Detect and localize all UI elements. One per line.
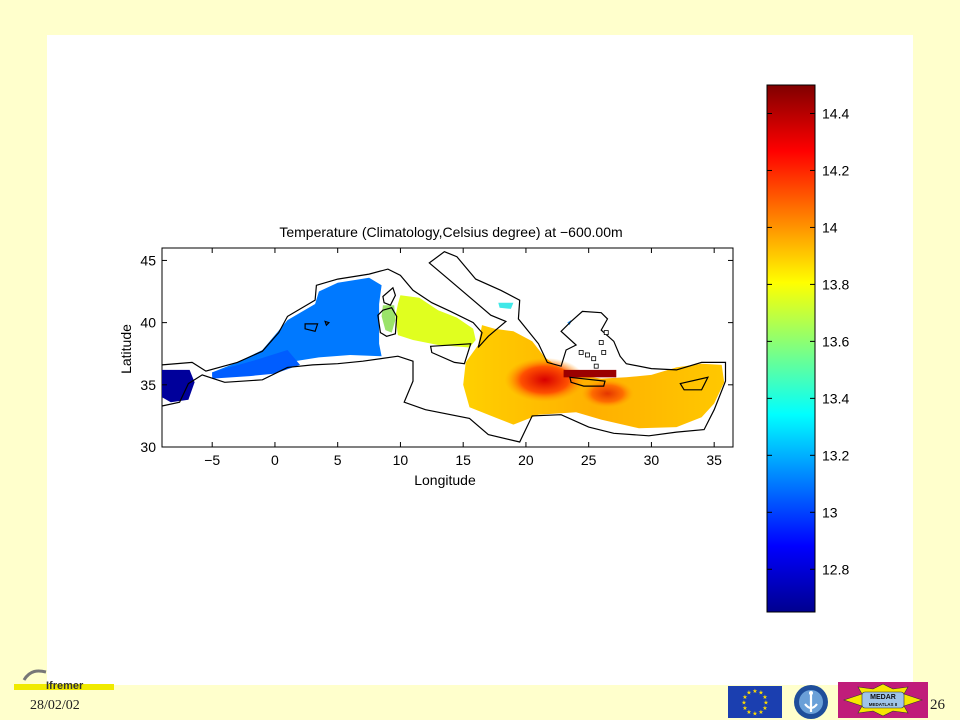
chart-title: Temperature (Climatology,Celsius degree)…	[279, 224, 622, 240]
region-crete-south-warm	[581, 379, 634, 408]
x-tick-label: 5	[334, 452, 342, 468]
coastline-main	[161, 251, 727, 443]
svg-text:★: ★	[746, 709, 751, 716]
x-tick-label: 15	[455, 452, 471, 468]
x-tick-label: 10	[393, 452, 409, 468]
corsica-outline	[382, 286, 397, 306]
region-cretan-sea	[563, 369, 617, 378]
svg-text:★: ★	[758, 709, 763, 716]
colorbar-tick-label: 13.8	[822, 276, 849, 292]
sea-temperature-field	[162, 277, 725, 429]
svg-text:★: ★	[741, 700, 746, 707]
colorbar-tick-label: 14.2	[822, 162, 849, 178]
page-number: 26	[930, 697, 945, 713]
colorbar	[766, 84, 816, 613]
svg-text:★: ★	[762, 694, 767, 701]
sardinia-outline	[377, 306, 398, 337]
svg-text:★: ★	[762, 705, 767, 712]
x-axis-label: Longitude	[414, 472, 476, 488]
cyprus-outline	[679, 376, 710, 391]
balearic-outline	[304, 323, 319, 333]
y-axis-label: Latitude	[118, 324, 134, 374]
region-ionian-max	[504, 357, 585, 402]
region-tyrrhenian	[395, 295, 476, 348]
slide-panel: Temperature (Climatology,Celsius degree)…	[47, 35, 913, 685]
x-tick-label: 35	[706, 452, 722, 468]
region-sardinia-channel	[381, 305, 396, 333]
ifremer-label: Ifremer	[46, 680, 84, 692]
region-atlantic	[162, 369, 195, 403]
y-tick-label: 35	[140, 377, 156, 393]
x-tick-label: −5	[204, 452, 220, 468]
medar-label-top: MEDAR	[870, 694, 896, 701]
aegean-island	[591, 356, 597, 362]
aegean-island	[585, 352, 590, 358]
y-tick-label: 40	[140, 315, 156, 331]
colorbar-tick-label: 13.4	[822, 390, 849, 406]
svg-text:★: ★	[742, 694, 747, 701]
ioc-logo-icon	[794, 685, 828, 719]
crete-outline	[569, 376, 606, 387]
colorbar-tick-label: 14.4	[822, 105, 849, 121]
ifremer-wave-icon	[22, 669, 47, 681]
svg-text:★: ★	[752, 688, 757, 695]
y-axis-ticks: 30 35 40 45	[140, 252, 733, 455]
x-tick-label: 30	[644, 452, 660, 468]
aegean-island	[598, 340, 604, 345]
svg-text:★: ★	[746, 690, 751, 697]
y-tick-label: 45	[140, 252, 156, 268]
x-tick-label: 20	[518, 452, 534, 468]
svg-text:★: ★	[763, 700, 768, 707]
x-tick-label: 0	[271, 452, 279, 468]
temperature-map-figure: Temperature (Climatology,Celsius degree)…	[118, 84, 849, 613]
colorbar-tick-label: 13.6	[822, 333, 849, 349]
menorca-outline	[324, 320, 331, 327]
ifremer-bar	[14, 684, 114, 690]
region-south-adriatic	[498, 302, 514, 309]
aegean-island	[593, 363, 599, 369]
aegean-island	[601, 350, 607, 355]
colorbar-tick-label: 12.8	[822, 561, 849, 577]
region-eastern-basin	[463, 325, 725, 429]
svg-text:★: ★	[758, 690, 763, 697]
colorbar-tick-label: 13	[822, 504, 838, 520]
colorbar-tick-label: 14	[822, 219, 838, 235]
svg-text:★: ★	[742, 705, 747, 712]
region-western-basin	[212, 277, 382, 377]
colorbar-tick-label: 13.2	[822, 447, 849, 463]
x-tick-label: 25	[581, 452, 597, 468]
colorbar-ticks: 12.8 13 13.2 13.4 13.6 13.8 14 14.2 14.4	[767, 105, 849, 577]
slide-date: 28/02/02	[30, 698, 80, 713]
svg-text:★: ★	[752, 711, 757, 718]
x-axis-ticks: −5 0 5 10 15 20 25 30 35	[204, 248, 722, 468]
aegean-island	[578, 350, 584, 355]
medar-logo: MEDAR MEDATLAS II	[838, 682, 928, 718]
coastline	[161, 251, 727, 443]
aegean-island	[603, 330, 609, 335]
y-tick-label: 30	[140, 439, 156, 455]
medar-label-bottom: MEDATLAS II	[869, 702, 897, 707]
eu-flag-icon: ★ ★★ ★★★ ★★★ ★★★	[728, 686, 782, 718]
sicily-outline	[429, 343, 472, 365]
